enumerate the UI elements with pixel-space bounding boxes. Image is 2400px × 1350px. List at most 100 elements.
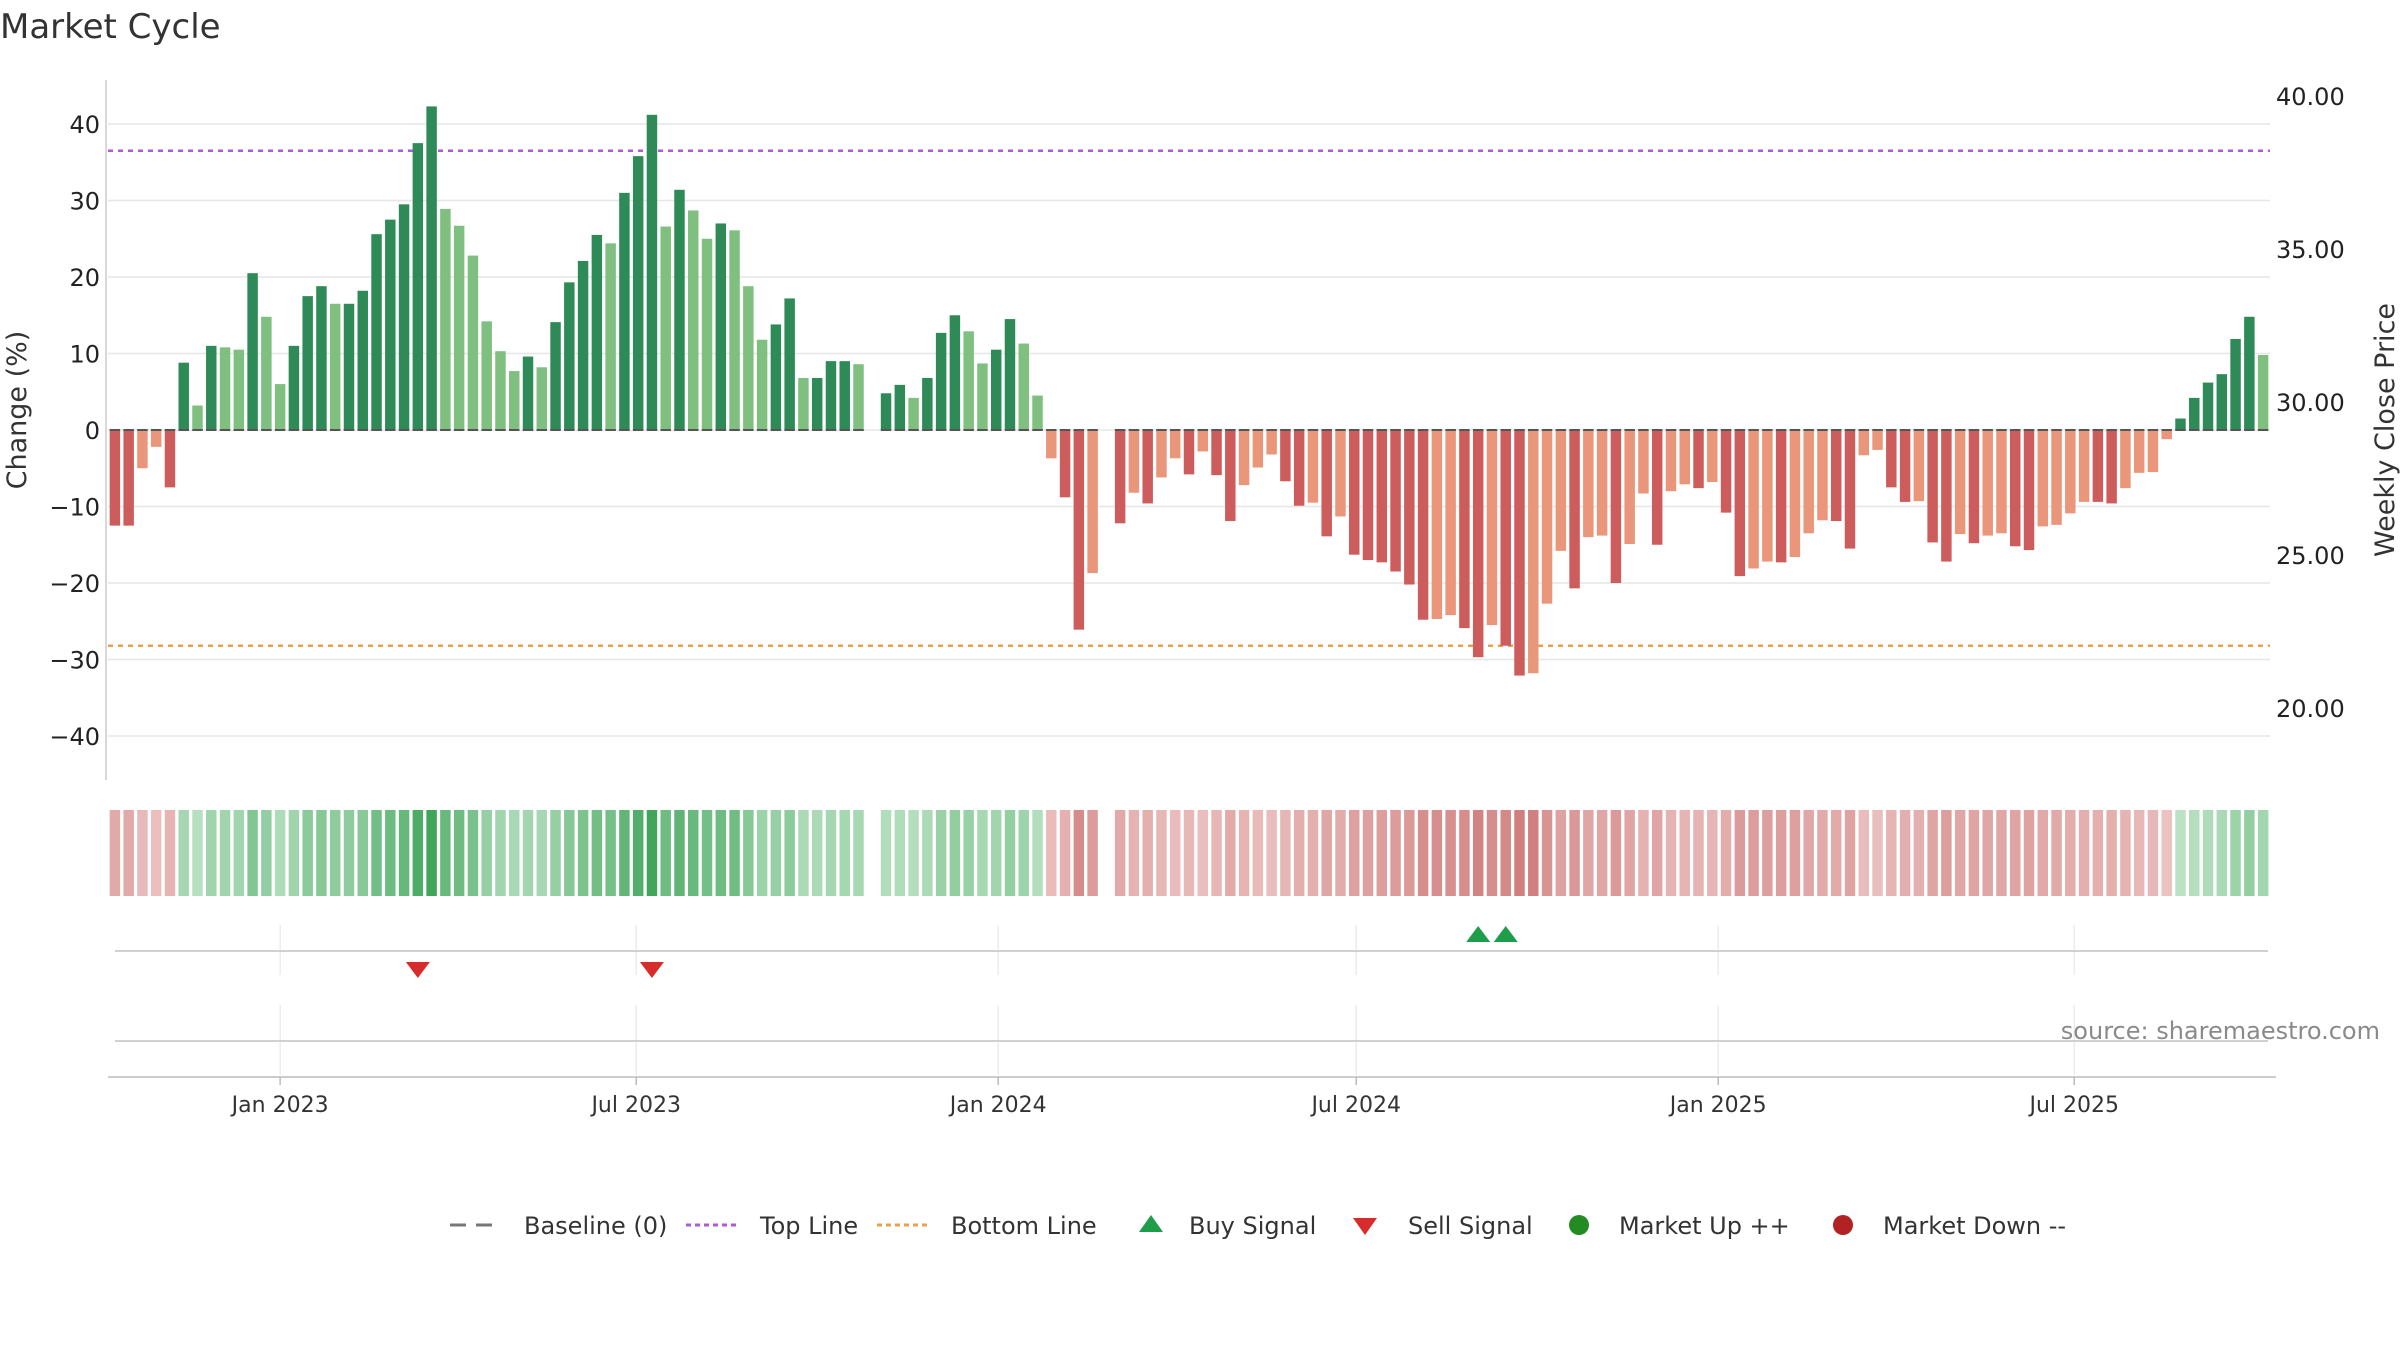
heat-cell <box>1197 810 1209 896</box>
heat-cell <box>1665 810 1677 896</box>
heat-cell <box>261 810 272 896</box>
heat-cell <box>302 810 313 896</box>
sell-signal-marker <box>639 962 664 978</box>
change-bar <box>1858 430 1869 456</box>
heat-cell <box>1376 810 1388 896</box>
heat-cell <box>1817 810 1828 896</box>
bars-layer <box>109 106 2269 676</box>
change-bar <box>1307 430 1319 503</box>
heat-cell <box>1982 810 1993 896</box>
heat-cell <box>2051 810 2062 896</box>
change-bar <box>1417 430 1429 620</box>
legend-item: Buy Signal <box>1139 1212 1316 1240</box>
change-bar <box>632 156 644 430</box>
heat-cell <box>1651 810 1663 896</box>
change-bar <box>123 430 134 526</box>
legend-item: Top Line <box>686 1212 858 1240</box>
heat-cell <box>2230 810 2241 896</box>
change-bar <box>1886 430 1897 488</box>
heat-cell <box>1789 810 1801 896</box>
heat-cell <box>2023 810 2035 896</box>
heat-cell <box>1844 810 1856 896</box>
change-bar <box>1073 430 1085 630</box>
heat-cell <box>274 810 286 896</box>
heat-cell <box>1211 810 1222 896</box>
heat-cell <box>2120 810 2131 896</box>
y-tick-label: −10 <box>49 494 100 522</box>
change-bar <box>1569 430 1580 589</box>
change-bar <box>1775 430 1787 563</box>
change-bar <box>1486 430 1498 626</box>
change-bar <box>453 225 465 430</box>
heat-cell <box>2189 810 2200 896</box>
change-bar <box>467 255 479 430</box>
change-bar <box>233 349 245 430</box>
heat-cell <box>164 810 176 896</box>
heat-cell <box>288 810 300 896</box>
change-bar <box>1720 430 1732 513</box>
heat-cell <box>1225 810 1236 896</box>
heat-cell <box>2078 810 2090 896</box>
heat-cell <box>908 810 919 896</box>
change-bar <box>2133 430 2145 473</box>
buy-signal-marker <box>1466 926 1491 942</box>
heat-cell <box>1307 810 1319 896</box>
change-bar <box>1817 430 1828 521</box>
heat-cell <box>385 810 396 896</box>
heat-cell <box>412 810 424 896</box>
change-bar <box>2078 430 2090 502</box>
change-bar <box>1830 430 1842 522</box>
heat-cell <box>880 810 892 896</box>
change-bar <box>2230 338 2241 430</box>
change-bar <box>1459 430 1470 629</box>
heat-cell <box>550 810 561 896</box>
change-bar <box>674 189 685 430</box>
change-bar <box>1142 430 1153 504</box>
change-bar <box>1087 430 1098 574</box>
change-bar <box>1693 430 1704 489</box>
change-bar <box>1651 430 1663 545</box>
heat-cell <box>1541 810 1553 896</box>
change-bar <box>1734 430 1746 577</box>
change-bar <box>2161 430 2172 440</box>
heat-cell <box>1734 810 1746 896</box>
heat-cell <box>564 810 575 896</box>
heat-cell <box>150 810 162 896</box>
change-bar <box>1390 430 1401 572</box>
signal-strip <box>115 925 2268 1075</box>
change-bar <box>1941 430 1952 562</box>
change-bar <box>274 384 286 430</box>
y-tick-label: 0 <box>85 417 100 445</box>
heat-cell <box>1968 810 1980 896</box>
heat-cell <box>109 810 121 896</box>
heat-cell <box>922 810 933 896</box>
y-tick-label: −30 <box>49 647 100 675</box>
heat-cell <box>219 810 231 896</box>
change-bar <box>2051 430 2062 525</box>
heat-cell <box>839 810 850 896</box>
change-bar <box>2092 430 2104 502</box>
change-bar <box>1169 430 1181 459</box>
heat-cell <box>1252 810 1264 896</box>
heat-cell <box>1156 810 1167 896</box>
heat-cell <box>137 810 148 896</box>
heat-cell <box>1996 810 2007 896</box>
change-bar <box>591 234 603 430</box>
change-bar <box>922 377 933 430</box>
heat-cell <box>1762 810 1773 896</box>
heat-cell <box>1830 810 1842 896</box>
change-bar <box>1954 430 1966 535</box>
x-tick-label: Jul 2024 <box>1309 1093 1401 1118</box>
change-bar <box>1500 430 1511 646</box>
change-bar <box>288 345 300 430</box>
chart-title: Market Cycle <box>0 7 221 47</box>
change-bar <box>1404 430 1415 585</box>
x-tick-label: Jul 2025 <box>2027 1093 2119 1118</box>
heat-cell <box>949 810 961 896</box>
change-bar <box>1445 430 1456 616</box>
legend-item: Bottom Line <box>877 1212 1097 1240</box>
y2-tick-label: 40.00 <box>2276 83 2345 111</box>
x-tick-label: Jan 2024 <box>948 1093 1047 1118</box>
change-bar <box>1252 430 1264 468</box>
heat-cell <box>1004 810 1016 896</box>
